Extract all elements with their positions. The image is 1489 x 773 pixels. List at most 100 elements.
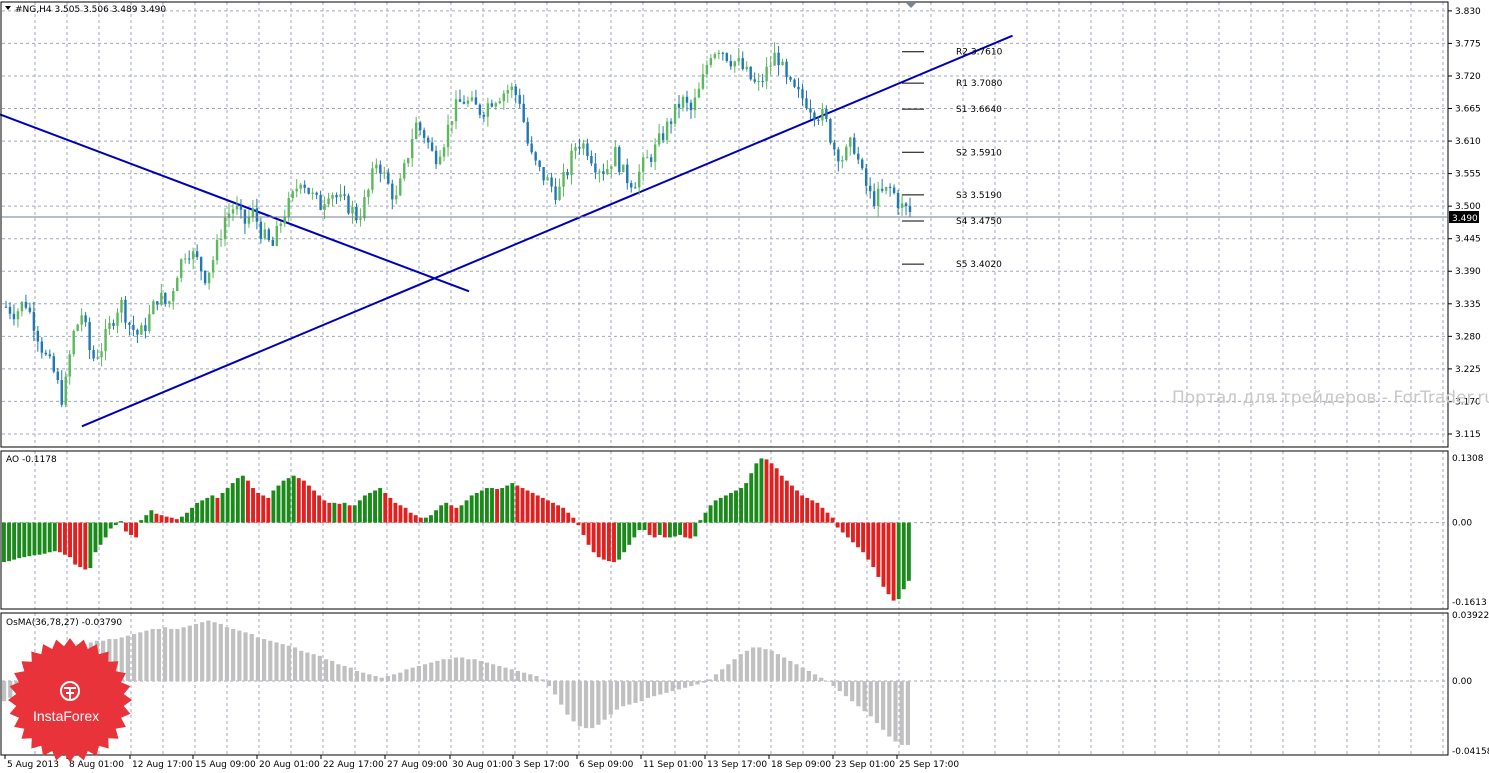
candle-body (68, 354, 71, 377)
osma-bar (676, 681, 681, 690)
candle-body (622, 164, 625, 173)
osma-bar (720, 669, 725, 682)
osma-bar (224, 627, 230, 682)
osma-bar (887, 681, 892, 737)
osma-bar (317, 655, 322, 682)
candle-body (618, 147, 621, 173)
ao-bar (352, 505, 357, 523)
candle-body (546, 177, 549, 181)
candle-body (781, 61, 784, 66)
ao-bar (652, 522, 657, 538)
x-tick-label: 5 Aug 2013 (7, 760, 59, 770)
candle-body (861, 159, 864, 169)
candle-body (685, 96, 689, 103)
candle-body (721, 52, 725, 54)
osma-bar (138, 632, 143, 682)
ao-bar (744, 483, 749, 523)
candle-body (841, 160, 844, 162)
osma-bar (156, 628, 161, 682)
candle-body (789, 77, 792, 80)
ao-bar (32, 522, 37, 556)
candle-body (279, 223, 282, 226)
osma-bar (577, 681, 582, 727)
ao-bar (571, 517, 576, 523)
osma-bar (472, 659, 477, 682)
osma-bar (825, 681, 830, 682)
ao-bar (42, 522, 47, 554)
candle-body (872, 191, 876, 206)
candle-body (821, 109, 824, 121)
candle-body (176, 277, 179, 292)
ao-bar (449, 505, 454, 523)
ao-bar (698, 520, 703, 523)
candle-body (411, 138, 414, 159)
osma-bar (292, 647, 298, 682)
candle-body (554, 186, 557, 200)
symbol-header: #NG,H4 3.505 3.506 3.489 3.490 (15, 5, 166, 15)
x-tick-label: 30 Aug 01:00 (452, 760, 513, 770)
candle-body (673, 103, 677, 124)
candle-body (534, 152, 537, 161)
osma-bar (218, 623, 223, 682)
trendline (81, 34, 1013, 428)
osma-bar (107, 639, 112, 682)
candle-body (407, 158, 410, 164)
candle-body (367, 189, 370, 198)
osma-bar (299, 650, 304, 682)
candle-body (391, 183, 394, 200)
ao-bar (835, 522, 840, 528)
ao-bar (723, 495, 728, 523)
candle-body (227, 213, 231, 218)
osma-bar (342, 665, 347, 682)
candle-body (60, 380, 63, 405)
candle-body (761, 80, 764, 82)
candle-body (717, 52, 721, 54)
candle-body (124, 299, 127, 323)
ao-bar (215, 497, 220, 523)
trendlines[interactable] (0, 34, 1013, 428)
ao-bar (256, 492, 261, 523)
ao-bar (810, 500, 815, 523)
candle-body (470, 97, 474, 101)
symbol-dropdown-icon[interactable] (5, 6, 11, 10)
ao-bar (484, 488, 489, 523)
x-tick-label: 27 Aug 09:00 (387, 760, 448, 770)
y-tick-label: 3.775 (1455, 39, 1481, 49)
instaforex-logo: InstaForex (8, 638, 132, 762)
candle-body (657, 133, 661, 145)
ao-bar (551, 502, 555, 523)
candle-body (689, 102, 693, 111)
ao-bar (825, 512, 830, 523)
chart-shift-marker-icon[interactable] (906, 3, 916, 8)
candle-body (426, 137, 430, 143)
ao-bar (439, 505, 444, 523)
candle-body (634, 187, 637, 189)
ao-bar (545, 500, 550, 523)
candle-body (693, 97, 697, 111)
candle-body (865, 168, 868, 186)
candle-body (737, 58, 740, 62)
ao-bar (718, 497, 723, 523)
candle-body (845, 146, 848, 161)
ao-bar (581, 522, 586, 535)
ao-bar (495, 489, 500, 523)
ao-bar (17, 522, 22, 559)
candle-body (749, 66, 752, 80)
logo-text: InstaForex (33, 708, 99, 724)
ao-bar (774, 468, 779, 523)
candle-body (896, 192, 900, 209)
candle-body (247, 216, 251, 224)
candle-body (797, 86, 800, 90)
ao-bar (759, 458, 764, 523)
ao-bar (637, 522, 642, 530)
candle-body (283, 217, 286, 224)
candle-body (299, 184, 302, 189)
candle-body (4, 306, 8, 308)
y-tick-label: 3.500 (1455, 202, 1481, 212)
ao-bar (185, 512, 189, 523)
osma-bar (782, 657, 787, 682)
candle-body (80, 315, 83, 325)
pivot-level-label: S1 3.6640 (956, 105, 1002, 115)
candle-body (160, 292, 163, 305)
